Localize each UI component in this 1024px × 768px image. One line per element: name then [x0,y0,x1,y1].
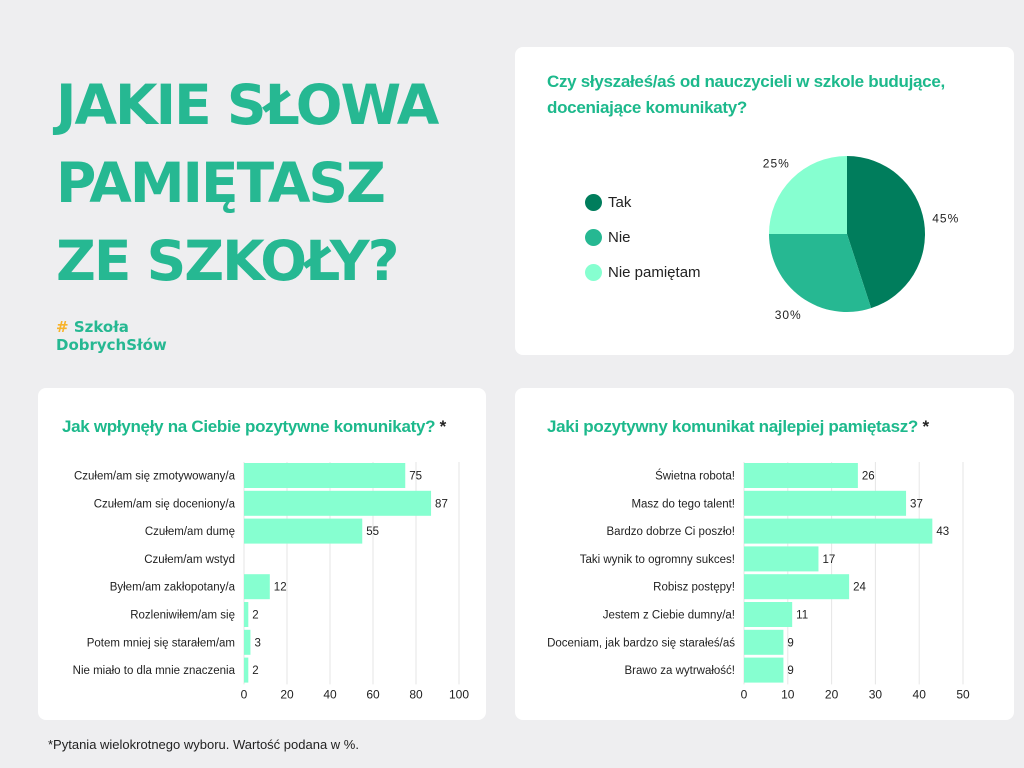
tick-label: 60 [366,687,380,701]
bar [244,574,270,600]
bar [244,657,249,683]
tick-label: 20 [280,687,294,701]
value-label: 55 [366,526,379,538]
tick-label: 100 [449,687,469,701]
tick-label: 40 [913,687,927,701]
pie-title: Czy słyszałeś/aś od nauczycieli w szkole… [547,72,945,117]
category-label: Bardzo dobrze Ci poszło! [607,526,735,538]
pie-label: 45% [932,211,959,225]
value-label: 17 [822,554,835,566]
pie-slice [769,156,847,234]
footnote: *Pytania wielokrotnego wyboru. Wartość p… [48,737,359,752]
legend-label: Nie [608,229,631,246]
value-label: 24 [853,582,866,594]
bar-chart-messages: 0 10 20 30 40 50 Świetna robota! 26 Masz do tego… [547,462,970,701]
bar [744,574,850,600]
title-mark: * [439,417,447,436]
tick-label: 50 [956,687,970,701]
pie-slice [769,234,872,312]
value-label: 2 [252,665,258,677]
category-label: Jestem z Ciebie dumny/a! [603,610,735,622]
title-text: Jak wpłynęły na Ciebie pozytywne komunik… [62,417,436,436]
headline: JAKIE SŁOWA PAMIĘTASZ ZE SZKOŁY? [56,66,439,300]
pie-chart: 45% 30% 25% [763,156,959,322]
category-label: Czułem/am się doceniony/a [94,498,236,510]
category-label: Brawo za wytrwałość! [624,665,735,677]
title-text: Jaki pozytywny komunikat najlepiej pamię… [547,417,919,436]
value-label: 43 [936,526,949,538]
value-label: 2 [252,610,258,622]
pie-label: 25% [763,156,790,170]
pie-legend: Tak Nie Nie pamiętam [585,185,701,290]
pie-label: 30% [775,308,802,322]
hash-icon: # [56,318,69,336]
tick-label: 40 [323,687,337,701]
value-label: 12 [274,582,287,594]
value-label: 75 [409,471,422,483]
category-label: Potem mniej się starałem/am [87,637,235,649]
bar [744,463,858,488]
pie-card: Czy słyszałeś/aś od nauczycieli w szkole… [515,47,1014,355]
legend-item: Nie pamiętam [585,255,701,290]
title-mark: * [922,417,929,436]
legend-label: Tak [608,194,632,211]
category-label: Rozleniwiłem/am się [130,610,235,622]
legend-dot [585,229,602,246]
bar [744,546,819,572]
legend-item: Tak [585,185,701,220]
category-label: Doceniam, jak bardzo się starałeś/aś [547,637,735,649]
category-label: Świetna robota! [655,470,735,483]
bar [244,463,406,488]
bar [244,629,251,655]
bar [744,490,907,516]
value-label: 26 [862,471,875,483]
bar-chart-effects: 0 20 40 60 80 100 Czułem/am się zmotywowany/a 7… [73,462,469,701]
pie-slice [847,156,925,309]
headline-line: PAMIĘTASZ [56,151,386,215]
category-label: Czułem/am wstyd [144,554,235,566]
bar-card-messages: Jaki pozytywny komunikat najlepiej pamię… [515,388,1014,720]
category-label: Nie miało to dla mnie znaczenia [73,665,236,677]
legend-item: Nie [585,220,701,255]
headline-line: JAKIE SŁOWA [56,73,439,137]
category-label: Robisz postępy! [653,582,735,594]
value-label: 87 [435,498,448,510]
legend-dot [585,194,602,211]
bar-title: Jaki pozytywny komunikat najlepiej pamię… [547,414,929,440]
value-label: 3 [254,637,260,649]
value-label: 37 [910,498,923,510]
logo: # Szkoła DobrychSłów [56,318,167,354]
value-label: 11 [796,610,808,622]
value-label: 9 [787,665,793,677]
legend-label: Nie pamiętam [608,264,701,281]
headline-line: ZE SZKOŁY? [56,229,399,293]
category-label: Czułem/am dumę [145,526,235,538]
bar-card-effects: Jak wpłynęły na Ciebie pozytywne komunik… [38,388,486,720]
tick-label: 30 [869,687,883,701]
bar [244,602,249,627]
bar-title: Jak wpłynęły na Ciebie pozytywne komunik… [62,414,446,440]
legend-dot [585,264,602,281]
category-label: Byłem/am zakłopotany/a [110,582,236,594]
tick-label: 0 [741,687,748,701]
tick-label: 20 [825,687,839,701]
logo-line: Szkoła [73,318,129,336]
bar [244,490,432,516]
tick-label: 10 [781,687,795,701]
bar [744,629,784,655]
logo-line: DobrychSłów [56,336,167,354]
value-label: 9 [787,637,793,649]
bar [744,602,793,627]
tick-label: 0 [241,687,248,701]
category-label: Taki wynik to ogromny sukces! [580,554,735,566]
category-label: Czułem/am się zmotywowany/a [74,471,236,483]
bar [744,518,933,544]
bar [244,518,363,544]
bar [744,657,784,683]
tick-label: 80 [409,687,423,701]
category-label: Masz do tego talent! [631,498,735,510]
